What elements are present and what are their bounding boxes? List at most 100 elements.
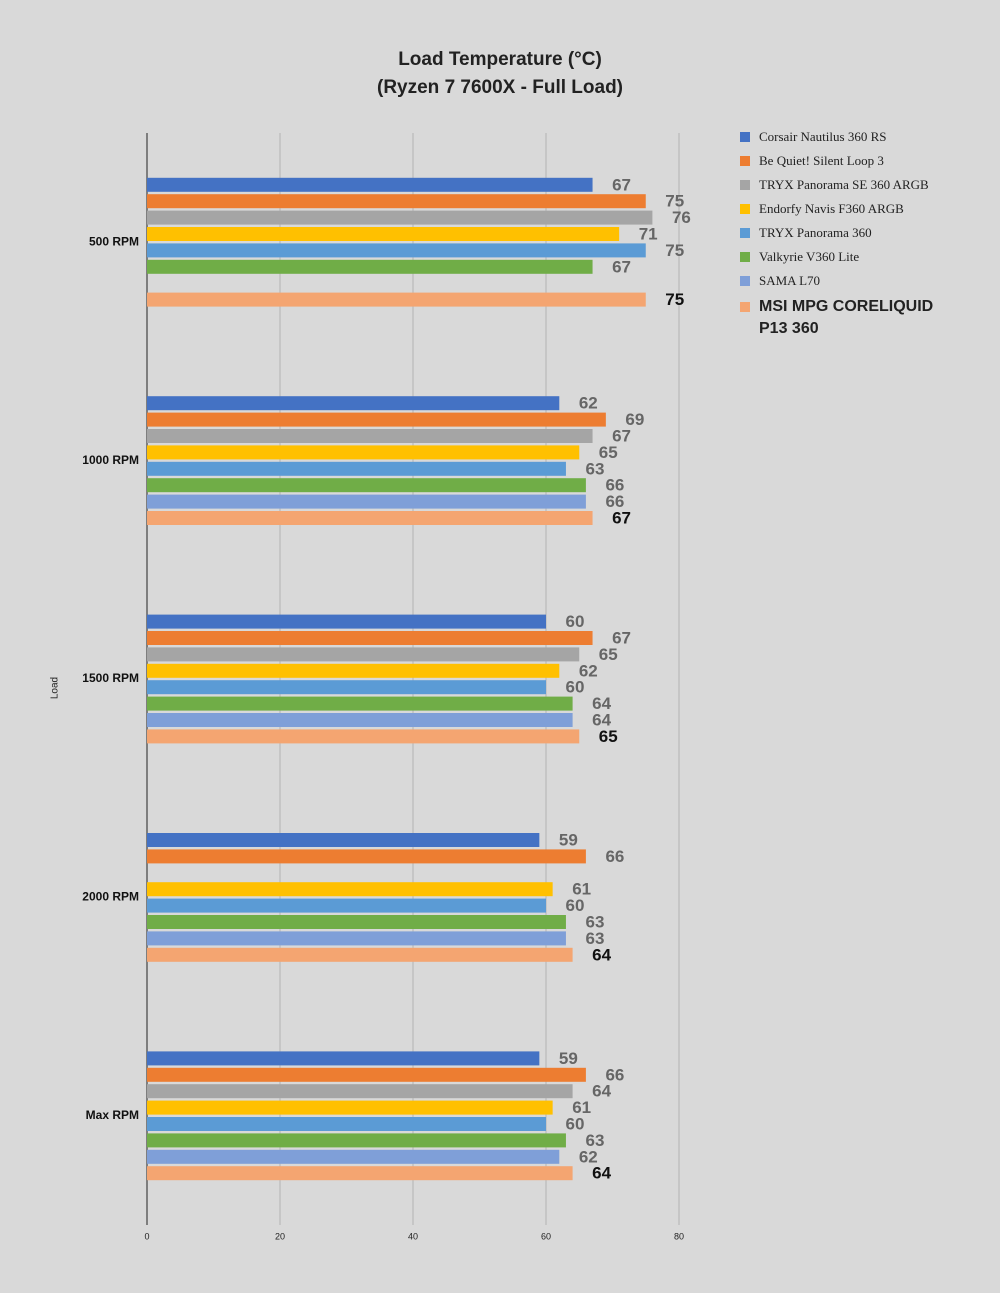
bar (147, 1117, 546, 1131)
data-label: 75 (665, 192, 684, 211)
bar (147, 680, 546, 695)
x-tick-label: 40 (408, 1231, 418, 1241)
legend-label: MSI MPG CORELIQUID P13 360 (759, 298, 934, 337)
bar (147, 478, 586, 493)
bar (147, 177, 593, 192)
data-label: 60 (566, 1114, 585, 1133)
legend: Corsair Nautilus 360 RS Be Quiet! Silent … (738, 128, 948, 347)
data-label: 67 (612, 426, 631, 445)
data-label: 60 (566, 612, 585, 631)
data-label: 67 (612, 628, 631, 647)
y-tick-label: 2000 RPM (82, 890, 139, 904)
bar (147, 412, 606, 427)
legend-swatch (740, 228, 750, 238)
bar (147, 210, 653, 225)
x-tick-label: 20 (275, 1231, 285, 1241)
bar (147, 243, 646, 258)
x-tick-label: 0 (144, 1231, 149, 1241)
data-label: 69 (625, 410, 644, 429)
bar (147, 1051, 540, 1066)
data-label: 67 (612, 175, 631, 194)
data-label: 59 (559, 1049, 578, 1068)
data-label: 60 (566, 678, 585, 697)
legend-swatch (740, 156, 750, 166)
bar (147, 915, 566, 929)
data-label: 66 (605, 476, 624, 495)
bar (147, 445, 580, 460)
bar (147, 396, 560, 411)
data-label: 59 (559, 830, 578, 849)
bar (147, 1084, 573, 1099)
data-label: 75 (665, 290, 684, 309)
data-label: 71 (639, 224, 658, 243)
bar (147, 898, 546, 913)
bar (147, 194, 646, 209)
bar (147, 461, 566, 476)
legend-swatch (740, 252, 750, 262)
bar (147, 696, 573, 711)
bar (147, 494, 586, 509)
data-label: 63 (585, 1131, 604, 1150)
data-label: 62 (579, 661, 598, 680)
legend-label: Be Quiet! Silent Loop 3 (759, 153, 884, 168)
data-label: 64 (592, 945, 611, 964)
y-tick-label: 500 RPM (89, 234, 139, 248)
legend-label: TRYX Panorama 360 (759, 225, 872, 240)
legend-item: Be Quiet! Silent Loop 3 (738, 152, 948, 169)
data-label: 65 (599, 645, 618, 664)
bar (147, 614, 546, 629)
chart-title: Load Temperature (°C) (398, 49, 602, 70)
y-tick-label: Max RPM (86, 1108, 139, 1122)
legend-item: Corsair Nautilus 360 RS (738, 128, 948, 145)
data-label: 75 (665, 241, 684, 260)
data-label: 65 (599, 443, 618, 462)
legend-label: SAMA L70 (759, 273, 821, 288)
data-label: 61 (572, 1098, 591, 1117)
legend-label: Corsair Nautilus 360 RS (759, 129, 887, 144)
x-tick-label: 80 (674, 1231, 684, 1241)
data-label: 66 (605, 492, 624, 511)
data-label: 60 (566, 896, 585, 915)
bar (147, 1100, 553, 1115)
data-label: 61 (572, 880, 591, 899)
y-tick-label: 1500 RPM (82, 671, 139, 685)
legend-swatch (740, 180, 750, 190)
data-label: 65 (599, 727, 618, 746)
data-label: 64 (592, 710, 611, 729)
data-label: 66 (605, 1065, 624, 1084)
legend-swatch (740, 204, 750, 214)
legend-item: Endorfy Navis F360 ARGB (738, 200, 948, 217)
legend-swatch (740, 132, 750, 142)
y-tick-label: 1000 RPM (82, 453, 139, 467)
data-label: 67 (612, 257, 631, 276)
legend-item: MSI MPG CORELIQUID P13 360 (738, 296, 948, 340)
legend-item: TRYX Panorama 360 (738, 224, 948, 241)
bar (147, 882, 553, 897)
data-label: 64 (592, 1164, 611, 1183)
bar (147, 647, 580, 662)
data-label: 76 (672, 208, 691, 227)
legend-swatch (740, 276, 750, 286)
bar (147, 1133, 566, 1148)
chart-subtitle: (Ryzen 7 7600X - Full Load) (377, 77, 623, 98)
legend-swatch (740, 302, 750, 312)
bar (147, 833, 540, 847)
bar (147, 663, 560, 678)
bar (147, 429, 593, 443)
legend-label: Valkyrie V360 Lite (759, 249, 860, 264)
bar (147, 511, 593, 525)
bar (147, 947, 573, 962)
bar (147, 849, 586, 864)
data-label: 62 (579, 394, 598, 413)
legend-label: TRYX Panorama SE 360 ARGB (759, 177, 929, 192)
data-label: 64 (592, 1082, 611, 1101)
legend-item: SAMA L70 (738, 272, 948, 289)
bar (147, 729, 580, 744)
bar (147, 1067, 586, 1082)
data-label: 66 (605, 847, 624, 866)
data-label: 63 (585, 929, 604, 948)
y-axis-label: Load (50, 677, 61, 699)
legend-item: Valkyrie V360 Lite (738, 248, 948, 265)
